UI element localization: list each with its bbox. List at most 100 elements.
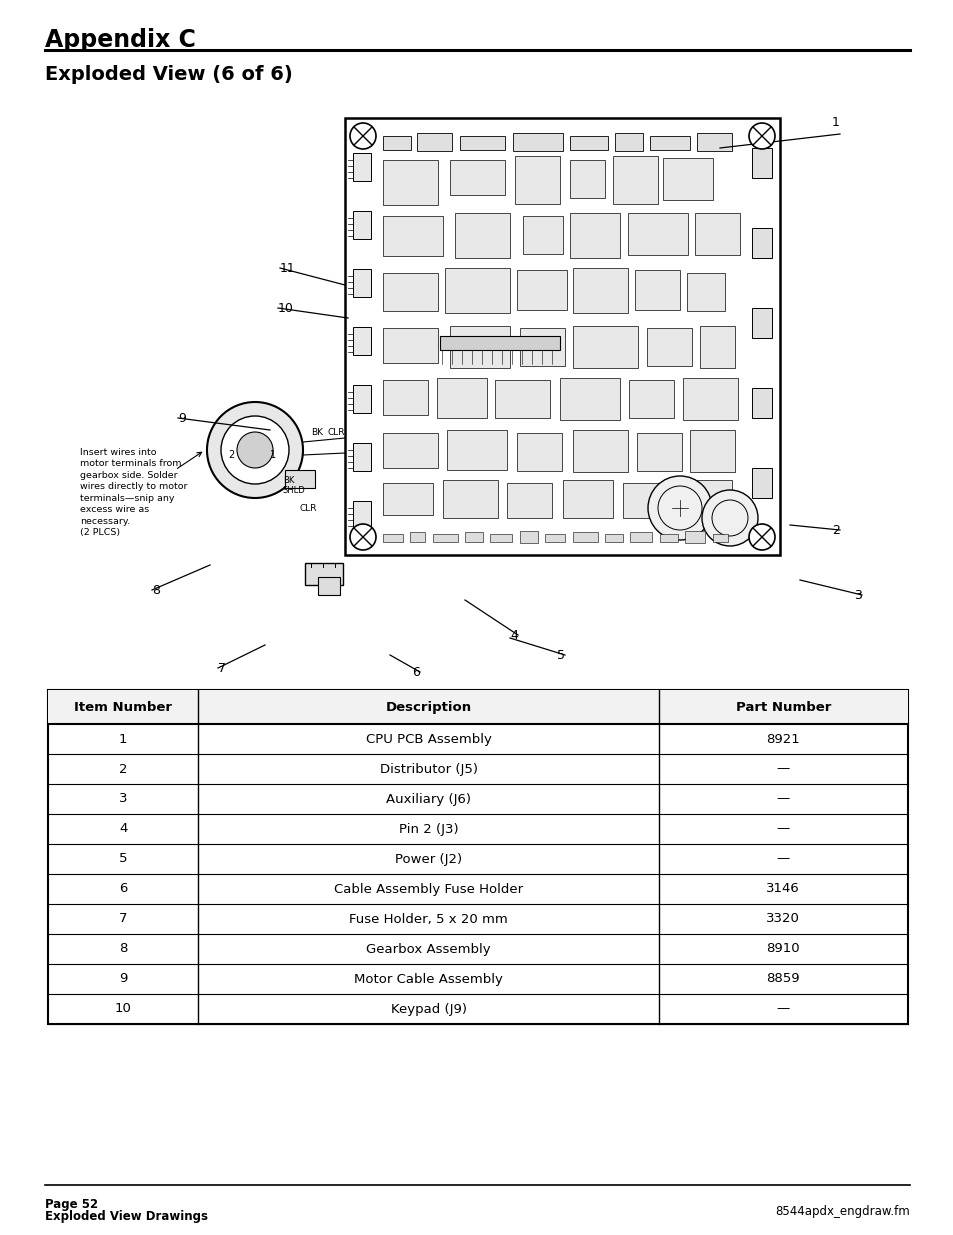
Bar bbox=[751, 388, 771, 417]
Bar bbox=[450, 161, 504, 195]
Bar bbox=[382, 534, 402, 542]
Bar bbox=[637, 433, 681, 471]
Bar bbox=[317, 577, 339, 595]
Bar bbox=[464, 532, 482, 542]
Bar bbox=[285, 471, 314, 488]
Text: 2: 2 bbox=[831, 524, 840, 536]
Bar bbox=[615, 133, 642, 151]
Bar bbox=[686, 273, 724, 311]
Text: 8859: 8859 bbox=[765, 972, 800, 986]
Bar bbox=[459, 136, 504, 149]
Text: 4: 4 bbox=[119, 823, 128, 836]
Text: 10: 10 bbox=[277, 301, 294, 315]
Bar bbox=[562, 480, 613, 517]
Text: —: — bbox=[776, 823, 789, 836]
Bar bbox=[569, 212, 619, 258]
Bar bbox=[682, 378, 738, 420]
Text: 3320: 3320 bbox=[765, 913, 800, 925]
Circle shape bbox=[207, 403, 303, 498]
Text: CPU PCB Assembly: CPU PCB Assembly bbox=[365, 732, 491, 746]
Text: Keypad (J9): Keypad (J9) bbox=[390, 1003, 466, 1015]
Bar bbox=[353, 211, 371, 240]
Text: Power (J2): Power (J2) bbox=[395, 852, 461, 866]
Text: 1: 1 bbox=[831, 116, 840, 128]
Circle shape bbox=[748, 524, 774, 550]
Circle shape bbox=[701, 490, 758, 546]
Text: CLR: CLR bbox=[299, 504, 317, 513]
Bar bbox=[629, 532, 651, 542]
Text: Description: Description bbox=[385, 700, 471, 714]
Text: BK: BK bbox=[283, 475, 294, 485]
Bar bbox=[628, 380, 673, 417]
Bar bbox=[353, 501, 371, 529]
Text: 6: 6 bbox=[119, 883, 128, 895]
Bar bbox=[751, 308, 771, 338]
Bar bbox=[382, 273, 437, 311]
Bar bbox=[751, 148, 771, 178]
Bar bbox=[442, 480, 497, 517]
Bar bbox=[48, 690, 907, 724]
Text: 9: 9 bbox=[178, 411, 186, 425]
Bar bbox=[382, 329, 437, 363]
Bar bbox=[686, 480, 731, 517]
Bar bbox=[382, 136, 411, 149]
Text: 10: 10 bbox=[114, 1003, 132, 1015]
Text: Page 52: Page 52 bbox=[45, 1198, 98, 1212]
Bar bbox=[495, 380, 550, 417]
Bar bbox=[353, 385, 371, 412]
Circle shape bbox=[647, 475, 711, 540]
Bar bbox=[345, 119, 780, 555]
Text: 8544apdx_engdraw.fm: 8544apdx_engdraw.fm bbox=[775, 1205, 909, 1218]
Text: 11: 11 bbox=[280, 262, 295, 274]
Bar bbox=[635, 270, 679, 310]
Text: 3: 3 bbox=[853, 589, 862, 601]
Text: 2: 2 bbox=[119, 762, 128, 776]
Text: 9: 9 bbox=[119, 972, 128, 986]
Text: Motor Cable Assembly: Motor Cable Assembly bbox=[354, 972, 502, 986]
Text: Gearbox Assembly: Gearbox Assembly bbox=[366, 942, 491, 956]
Text: Auxiliary (J6): Auxiliary (J6) bbox=[386, 793, 471, 805]
Text: Pin 2 (J3): Pin 2 (J3) bbox=[398, 823, 457, 836]
Bar bbox=[559, 378, 619, 420]
Bar bbox=[515, 156, 559, 204]
Text: 7: 7 bbox=[218, 662, 226, 674]
Circle shape bbox=[236, 432, 273, 468]
Bar bbox=[544, 534, 564, 542]
Bar bbox=[455, 212, 510, 258]
Bar bbox=[697, 133, 731, 151]
Bar bbox=[751, 228, 771, 258]
Text: 1: 1 bbox=[119, 732, 128, 746]
Bar bbox=[712, 534, 727, 542]
Bar bbox=[416, 133, 452, 151]
Text: Distributor (J5): Distributor (J5) bbox=[379, 762, 477, 776]
Text: Part Number: Part Number bbox=[735, 700, 830, 714]
Text: 2: 2 bbox=[228, 450, 233, 459]
Text: 8: 8 bbox=[152, 583, 160, 597]
Text: —: — bbox=[776, 793, 789, 805]
Bar bbox=[573, 326, 638, 368]
Bar bbox=[48, 690, 907, 1024]
Bar bbox=[506, 483, 552, 517]
Bar bbox=[519, 531, 537, 543]
Text: Cable Assembly Fuse Holder: Cable Assembly Fuse Holder bbox=[334, 883, 522, 895]
Text: Exploded View (6 of 6): Exploded View (6 of 6) bbox=[45, 65, 293, 84]
Circle shape bbox=[748, 124, 774, 149]
Bar bbox=[410, 532, 424, 542]
Text: Insert wires into
motor terminals from
gearbox side. Solder
wires directly to mo: Insert wires into motor terminals from g… bbox=[80, 448, 188, 537]
Bar bbox=[662, 158, 712, 200]
Text: Appendix C: Appendix C bbox=[45, 28, 195, 52]
Bar bbox=[353, 327, 371, 354]
Bar bbox=[382, 161, 437, 205]
Text: 6: 6 bbox=[412, 666, 419, 678]
Bar bbox=[517, 270, 566, 310]
Text: 7: 7 bbox=[119, 913, 128, 925]
Text: Fuse Holder, 5 x 20 mm: Fuse Holder, 5 x 20 mm bbox=[349, 913, 507, 925]
Text: —: — bbox=[776, 762, 789, 776]
Text: SHLD: SHLD bbox=[283, 487, 305, 495]
Bar bbox=[436, 378, 486, 417]
Text: 3: 3 bbox=[119, 793, 128, 805]
Circle shape bbox=[221, 416, 289, 484]
Bar bbox=[513, 133, 562, 151]
Bar bbox=[569, 136, 607, 149]
Bar bbox=[382, 380, 428, 415]
